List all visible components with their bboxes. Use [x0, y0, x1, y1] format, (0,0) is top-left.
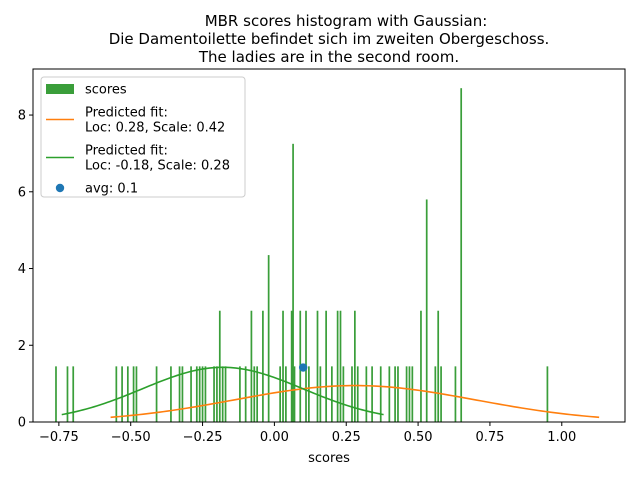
histogram-bar	[262, 310, 264, 422]
chart-title: MBR scores histogram with Gaussian: Die …	[109, 12, 550, 66]
histogram-bar	[250, 310, 253, 422]
histogram-bar	[285, 366, 287, 422]
histogram-bar	[425, 199, 428, 422]
y-tick-label: 6	[18, 185, 26, 200]
histogram-bar	[55, 366, 57, 422]
legend-label: scores	[85, 83, 127, 98]
x-tick-label: −0.50	[111, 430, 151, 445]
histogram-bar	[325, 310, 327, 422]
x-tick-label: 0.00	[260, 430, 289, 445]
histogram-bar	[256, 366, 259, 422]
x-tick-label: 0.75	[475, 430, 504, 445]
histogram-bar	[411, 366, 414, 422]
histogram-bar	[282, 310, 284, 422]
histogram-bar	[420, 310, 422, 422]
legend-swatch-avg-point	[55, 183, 65, 193]
histogram-bar	[546, 366, 549, 422]
avg-point	[298, 363, 308, 372]
histogram-bar	[155, 366, 158, 422]
histogram-bar	[454, 366, 457, 422]
histogram-bar	[408, 366, 411, 422]
histogram-bar	[308, 366, 310, 422]
x-tick-label: 1.00	[547, 430, 576, 445]
histogram-bar	[405, 366, 408, 422]
x-tick-label: 0.25	[332, 430, 361, 445]
histogram-bar	[181, 366, 184, 422]
fit-curve-green	[61, 366, 384, 416]
histogram-bar	[293, 366, 296, 422]
y-tick-label: 4	[18, 262, 26, 277]
legend-label: Predicted fit:	[85, 144, 168, 159]
x-axis-label: scores	[308, 451, 350, 466]
x-tick-label: −0.25	[183, 430, 223, 445]
histogram-bar	[460, 88, 463, 423]
histogram-bar	[371, 366, 373, 422]
y-tick-label: 2	[18, 339, 26, 354]
histogram-bar	[121, 366, 123, 422]
histogram-bar	[339, 310, 342, 422]
histogram-bar	[221, 366, 224, 422]
legend-label: Predicted fit:	[85, 106, 168, 121]
histogram-bar	[379, 366, 382, 422]
histogram-bar	[292, 143, 294, 422]
histogram-bar	[224, 366, 227, 422]
fit-curve-orange	[110, 384, 600, 419]
histogram-bar	[388, 366, 391, 422]
histogram-bar	[279, 366, 281, 422]
histogram-bar	[66, 366, 69, 422]
histogram-bar	[198, 366, 201, 422]
chart-title-line-1: MBR scores histogram with Gaussian:	[205, 12, 488, 30]
x-tick-label: −0.75	[39, 430, 79, 445]
legend-label: Loc: -0.18, Scale: 0.28	[85, 159, 230, 174]
chart-title-line-2: Die Damentoilette befindet sich im zweit…	[109, 30, 550, 48]
legend-swatch-histogram	[46, 84, 74, 94]
histogram-bar	[132, 366, 135, 422]
histogram-bar	[351, 366, 353, 422]
histogram-bar	[204, 366, 207, 422]
histogram-bar	[135, 366, 138, 422]
histogram-bar	[244, 366, 247, 422]
histogram-bar	[115, 366, 118, 422]
histogram-bar	[394, 366, 396, 422]
histogram-bar	[331, 366, 333, 422]
legend-label: avg: 0.1	[85, 182, 138, 197]
histogram-bar	[316, 310, 319, 422]
histogram-bar	[354, 310, 356, 422]
plot-frame	[32, 68, 626, 423]
histogram-bar	[72, 366, 75, 422]
legend-label: Loc: 0.28, Scale: 0.42	[85, 121, 225, 136]
legend-entry: avg: 0.1	[55, 182, 138, 197]
histogram-bar	[201, 366, 204, 422]
histogram-bar	[213, 366, 215, 422]
legend-entry: Predicted fit:Loc: -0.18, Scale: 0.28	[46, 144, 230, 174]
legend-entry: Predicted fit:Loc: 0.28, Scale: 0.42	[46, 106, 225, 136]
chart-title-line-3: The ladies are in the second room.	[198, 48, 459, 66]
histogram-bar	[437, 310, 440, 422]
histogram-bar	[267, 255, 270, 422]
histogram-bar	[178, 366, 181, 422]
histogram-bar	[216, 366, 218, 422]
histogram-bar	[397, 366, 399, 422]
histogram-bar	[195, 366, 198, 422]
histogram-bar	[190, 366, 192, 422]
histogram-bar	[239, 366, 241, 422]
legend-entry: scores	[46, 83, 127, 98]
histogram-bar	[336, 310, 339, 422]
legend-box	[40, 76, 246, 198]
x-tick-label: 0.50	[404, 430, 433, 445]
histogram-bar	[342, 366, 345, 422]
histogram-bar	[170, 366, 172, 422]
histogram-bar	[319, 366, 322, 422]
histogram-bar	[218, 310, 221, 422]
histogram-bar	[253, 366, 256, 422]
y-tick-label: 0	[18, 416, 26, 431]
histogram-bar	[365, 366, 368, 422]
histogram-bar	[290, 310, 293, 422]
histogram-bar	[356, 366, 359, 422]
histogram-bar	[434, 366, 437, 422]
y-tick-label: 8	[18, 109, 26, 124]
